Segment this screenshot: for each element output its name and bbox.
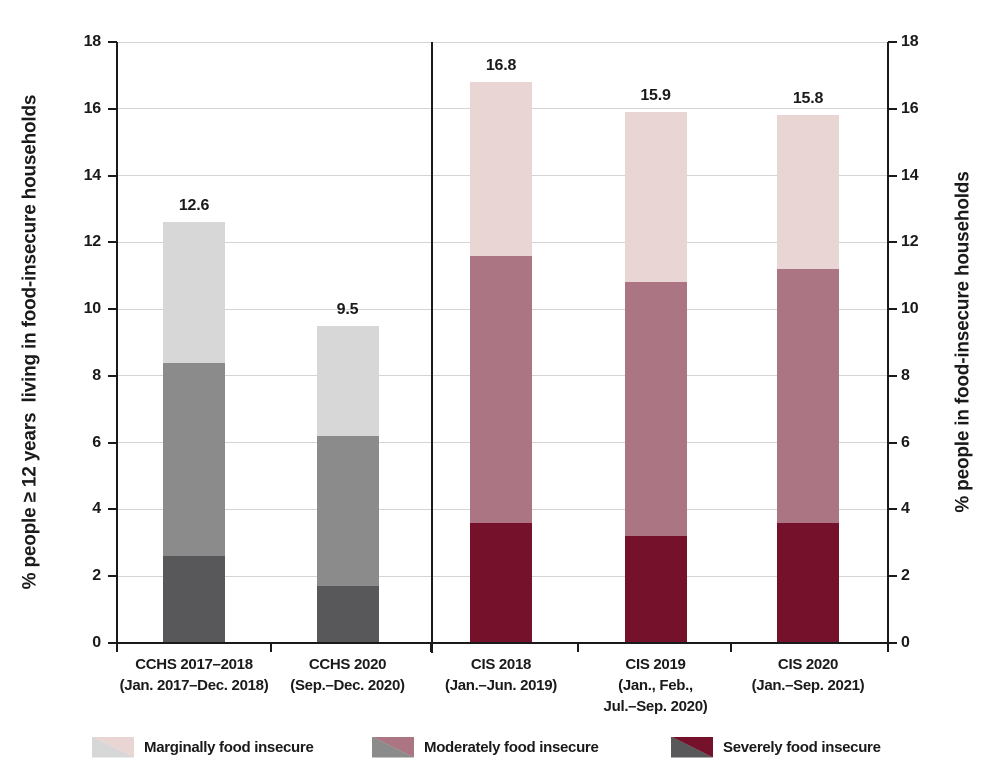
y-tick-label-right: 16 xyxy=(901,99,919,117)
bar-segment-cchs-2017-2018-moderate xyxy=(163,362,225,557)
y-tick-left xyxy=(108,441,117,444)
y-tick-left xyxy=(108,508,117,511)
legend-label-severe: Severely food insecure xyxy=(723,738,881,756)
y-tick-left xyxy=(108,41,117,43)
y-tick-label-right: 0 xyxy=(901,634,910,651)
x-label-cchs-2017-2018: CCHS 2017–2018 xyxy=(135,656,253,673)
legend-item-severe: Severely food insecure xyxy=(671,735,881,759)
x-label-cis-2019: CIS 2019 xyxy=(625,656,686,673)
bar-total-cchs-2020: 9.5 xyxy=(336,300,359,318)
legend-item-marginal: Marginally food insecure xyxy=(92,735,314,759)
legend: Marginally food insecure Moderately food… xyxy=(0,731,1000,763)
x-tick xyxy=(116,643,118,652)
y-tick-right xyxy=(888,508,897,511)
x-axis xyxy=(116,642,889,644)
y-tick-right xyxy=(888,374,897,377)
bar-segment-cis-2019-severe xyxy=(624,536,687,643)
y-tick-label-left: 16 xyxy=(83,99,102,117)
legend-swatch-severe xyxy=(671,736,713,758)
bar-segment-cis-2020-moderate xyxy=(777,269,839,523)
y-tick-left xyxy=(108,374,117,377)
y-tick-label-right: 18 xyxy=(901,33,919,50)
left-axis-title: % people ≥ 12 years living in food-insec… xyxy=(19,94,41,590)
x-label-cis-2020: CIS 2020 xyxy=(777,656,839,673)
x-tick xyxy=(270,643,272,652)
bar-segment-cis-2018-severe xyxy=(470,522,532,643)
y-tick-label-right: 8 xyxy=(901,366,910,384)
x-tick xyxy=(577,643,579,652)
y-tick-label-left: 4 xyxy=(92,500,101,518)
section-divider xyxy=(431,42,433,653)
bar-segment-cis-2018-marginal xyxy=(470,82,532,256)
y-tick-label-left: 14 xyxy=(83,166,102,184)
bar-segment-cchs-2020-moderate xyxy=(316,435,379,587)
x-label-cis-2018: (Jan.–Jun. 2019) xyxy=(445,677,557,694)
legend-label-moderate: Moderately food insecure xyxy=(424,738,599,756)
y-tick-left xyxy=(108,308,117,311)
y-tick-right xyxy=(888,241,897,244)
bar-total-cis-2018: 16.8 xyxy=(485,57,517,75)
bar-segment-cchs-2017-2018-marginal xyxy=(163,222,225,363)
y-tick-label-left: 8 xyxy=(92,366,101,384)
y-tick-label-left: 12 xyxy=(83,233,102,251)
y-tick-label-right: 12 xyxy=(901,233,919,251)
y-tick-right xyxy=(888,575,897,578)
legend-label-marginal: Marginally food insecure xyxy=(144,738,314,756)
y-tick-label-left: 10 xyxy=(83,300,102,318)
y-tick-label-left: 6 xyxy=(92,433,101,451)
x-label-cchs-2020: CCHS 2020 xyxy=(308,656,387,673)
bar-segment-cchs-2017-2018-severe xyxy=(163,556,225,643)
legend-swatch-moderate xyxy=(372,736,414,758)
bar-segment-cis-2019-marginal xyxy=(624,112,687,283)
bar-total-cis-2019: 15.9 xyxy=(640,87,671,105)
x-label-cis-2019: Jul.–Sep. 2020) xyxy=(603,698,708,715)
y-tick-right xyxy=(888,308,897,311)
y-tick-right xyxy=(888,174,897,177)
y-tick-right xyxy=(888,41,897,43)
legend-swatch-marginal xyxy=(92,736,134,758)
gridline xyxy=(117,41,888,43)
bar-segment-cis-2020-severe xyxy=(777,522,839,643)
bar-segment-cis-2020-marginal xyxy=(777,115,839,270)
bar-segment-cis-2018-moderate xyxy=(470,255,532,523)
x-label-cchs-2020: (Sep.–Dec. 2020) xyxy=(290,677,405,694)
bar-total-cchs-2017-2018: 12.6 xyxy=(178,197,210,215)
x-label-cchs-2017-2018: (Jan. 2017–Dec. 2018) xyxy=(119,677,269,694)
x-tick xyxy=(887,643,889,652)
y-axis-left xyxy=(116,42,118,643)
x-label-cis-2018: CIS 2018 xyxy=(470,656,532,673)
y-tick-label-left: 0 xyxy=(92,634,101,651)
y-tick-label-left: 18 xyxy=(83,33,102,50)
x-tick xyxy=(730,643,732,652)
y-tick-right xyxy=(888,441,897,444)
bar-total-cis-2020: 15.8 xyxy=(792,90,824,108)
y-tick-left xyxy=(108,241,117,244)
y-tick-label-right: 6 xyxy=(901,433,910,451)
y-tick-left xyxy=(108,575,117,578)
legend-item-moderate: Moderately food insecure xyxy=(372,735,599,759)
y-tick-right xyxy=(888,107,897,110)
right-axis-title: % people in food-insecure households xyxy=(952,171,974,513)
x-label-cis-2020: (Jan.–Sep. 2021) xyxy=(751,677,865,694)
y-tick-label-left: 2 xyxy=(92,567,101,585)
y-tick-label-right: 10 xyxy=(901,300,919,318)
y-tick-right xyxy=(888,642,897,644)
y-tick-left xyxy=(108,174,117,177)
x-label-cis-2019: (Jan., Feb., xyxy=(618,677,693,694)
y-tick-label-right: 4 xyxy=(901,500,910,518)
bar-segment-cis-2019-moderate xyxy=(624,282,687,537)
y-tick-left xyxy=(108,107,117,110)
y-tick-left xyxy=(108,642,117,644)
bar-segment-cchs-2020-severe xyxy=(316,586,379,643)
bar-segment-cchs-2020-marginal xyxy=(316,325,379,436)
y-tick-label-right: 2 xyxy=(901,567,910,585)
x-tick xyxy=(430,643,432,652)
y-tick-label-right: 14 xyxy=(901,166,919,184)
y-axis-right xyxy=(887,42,889,643)
